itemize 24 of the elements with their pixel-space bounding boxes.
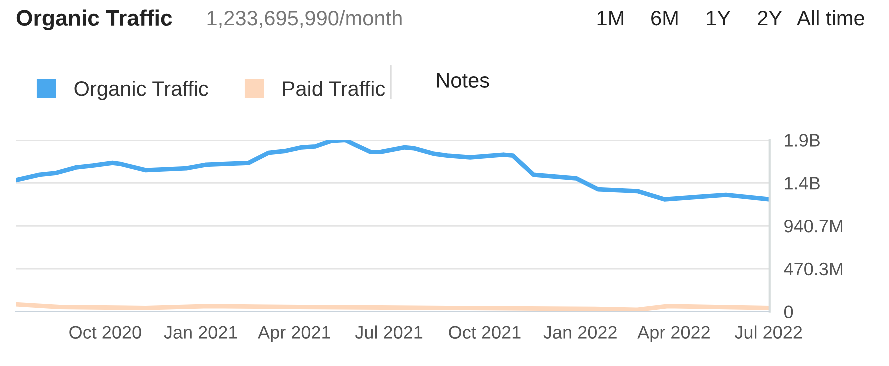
x-tick-label: Jul 2022 [734, 326, 802, 339]
text: All time [797, 10, 864, 26]
line-series [16, 140, 770, 202]
chart-subtitle: 1,233,695,990/month [208, 10, 402, 28]
text: Notes [437, 73, 490, 88]
text: 2Y [758, 10, 782, 26]
x-tick-label: Jan 2021 [164, 326, 238, 339]
x-tick-label: Oct 2021 [449, 326, 521, 339]
y-tick-label: 0 [784, 306, 794, 319]
x-tick-label: Jan 2022 [544, 326, 617, 339]
x-tick-label: Oct 2020 [70, 326, 142, 339]
chart-title: Organic Traffic [16, 10, 172, 31]
text: 1Y [707, 11, 731, 26]
y-tick-label: 470.3M [784, 262, 843, 276]
y-tick-label: 1.4B [785, 177, 820, 190]
legend-label: Paid Traffic [283, 80, 386, 96]
legend-label: Organic Traffic [74, 80, 208, 100]
x-tick-label: Apr 2022 [638, 326, 710, 343]
y-tick-label: 940.7M [784, 220, 843, 233]
text: 6M [652, 10, 678, 26]
text: 1M [598, 11, 624, 26]
y-tick-label: 1.9B [785, 134, 820, 147]
x-tick-label: Apr 2021 [258, 326, 330, 343]
x-tick-label: Jul 2021 [355, 326, 423, 339]
